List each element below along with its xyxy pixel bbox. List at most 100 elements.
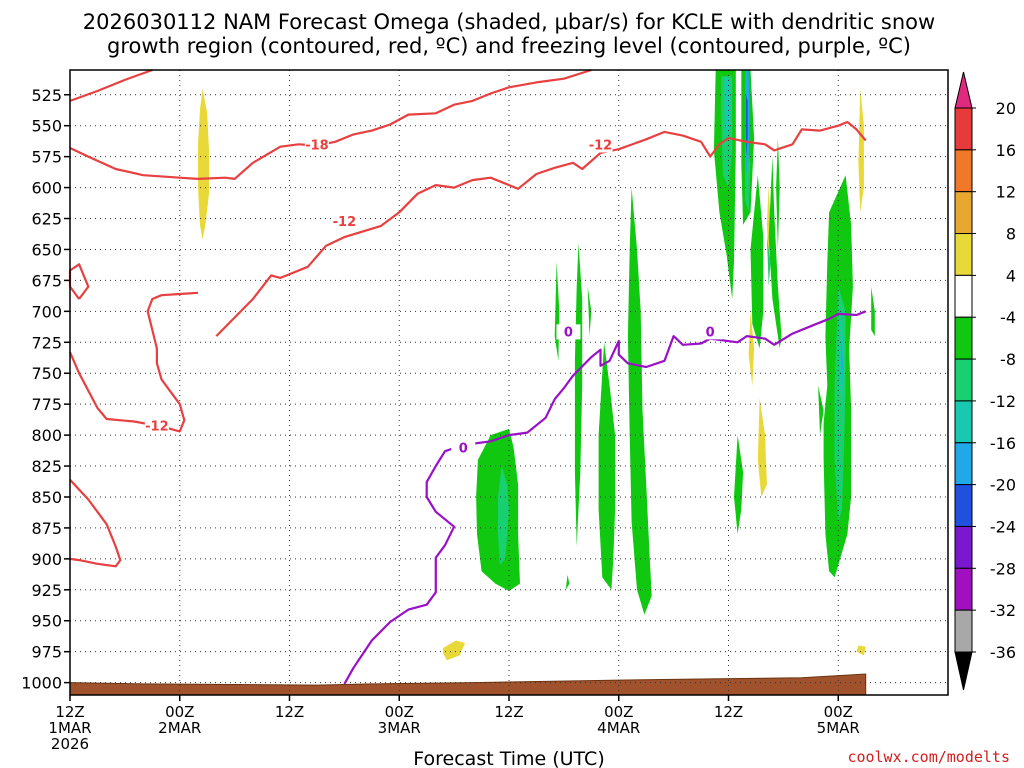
colorbar-label: -24 — [990, 517, 1016, 536]
y-tick-label: 850 — [31, 488, 62, 507]
credit-text: coolwx.com/modelts — [847, 748, 1010, 766]
dendritic-label-bg — [144, 418, 169, 434]
colorbar-label: 8 — [1006, 225, 1016, 244]
colorbar-bottom-arrow — [954, 651, 973, 691]
y-tick-label: 950 — [31, 612, 62, 631]
x-tick-label: 12Z — [55, 703, 84, 721]
omega-region — [565, 575, 570, 590]
dendritic-contour — [69, 68, 153, 102]
omega-shading — [198, 70, 875, 661]
omega-region — [818, 385, 824, 436]
omega-region — [768, 156, 782, 349]
freezing-label: 0 — [564, 325, 573, 340]
freezing-label-bg — [451, 440, 476, 456]
dendritic-label: -12 — [333, 215, 357, 230]
omega-region — [856, 645, 866, 656]
contours — [68, 68, 867, 685]
colorbar-swatch — [954, 316, 973, 360]
y-tick-label: 925 — [31, 581, 62, 600]
dendritic-label-bg — [588, 137, 613, 153]
omega-region — [748, 311, 755, 386]
colorbar-label: -28 — [990, 559, 1016, 578]
dendritic-contour — [215, 120, 867, 337]
x-tick-label: 00Z — [824, 703, 853, 721]
y-tick-label: 675 — [31, 271, 62, 290]
dendritic-contour — [68, 263, 90, 300]
omega-region — [198, 88, 209, 240]
y-tick-label: 750 — [31, 364, 62, 383]
y-tick-label: 650 — [31, 240, 62, 259]
dendritic-label: -18 — [305, 138, 329, 153]
y-tick-label: 875 — [31, 519, 62, 538]
freezing-label: 0 — [706, 325, 715, 340]
y-tick-label: 550 — [31, 117, 62, 136]
omega-region — [776, 138, 780, 250]
y-tick-label: 900 — [31, 550, 62, 569]
omega-region — [858, 88, 864, 213]
omega-region — [587, 286, 592, 337]
y-tick-label: 725 — [31, 333, 62, 352]
dendritic-label-bg — [304, 137, 329, 153]
y-tick-label: 575 — [31, 148, 62, 167]
omega-region — [598, 342, 616, 590]
omega-region — [750, 175, 764, 349]
omega-region — [766, 237, 771, 287]
x-tick-label: 12Z — [275, 703, 304, 721]
dendritic-contour — [68, 291, 199, 433]
y-tick-label: 525 — [31, 86, 62, 105]
colorbar-label: -20 — [990, 476, 1016, 495]
colorbar-swatch — [954, 525, 973, 569]
x-tick-label: 2026 — [51, 735, 89, 753]
omega-region — [871, 286, 875, 337]
contour-labels: -18 -12 -12 -12 0 0 0 — [144, 137, 723, 457]
omega-region — [757, 398, 767, 497]
dendritic-contour — [69, 478, 122, 568]
omega-region — [724, 76, 731, 139]
dendritic-label-bg — [332, 214, 357, 230]
colorbar-label: 12 — [996, 183, 1016, 202]
omega-region — [734, 435, 744, 535]
colorbar-label: -4 — [1000, 308, 1016, 327]
freezing-label-bg — [556, 324, 581, 340]
colorbar-label: -16 — [990, 434, 1016, 453]
x-tick-label: 12Z — [494, 703, 523, 721]
colorbar-label: 20 — [996, 99, 1016, 118]
colorbar-swatch — [954, 442, 973, 486]
colorbar: 20 16 12 8 4 -4 -8 -12 -16 -20 -24 -28 -32 -36 — [954, 71, 1016, 691]
dendritic-label: -12 — [589, 138, 613, 153]
colorbar-top-arrow — [954, 71, 973, 109]
colorbar-label: -12 — [990, 392, 1016, 411]
omega-region — [510, 521, 519, 584]
x-tick-label: 00Z — [604, 703, 633, 721]
colorbar-swatch — [954, 191, 973, 235]
omega-region — [574, 243, 583, 547]
chart-title-line2: growth region (contoured, red, ºC) and f… — [107, 34, 911, 58]
colorbar-swatch — [954, 358, 973, 402]
x-tick-label: 4MAR — [597, 719, 640, 737]
x-tick-label: 1MAR — [48, 719, 91, 737]
colorbar-swatch — [954, 567, 973, 611]
colorbar-label: 4 — [1006, 266, 1016, 285]
x-tick-label: 3MAR — [378, 719, 421, 737]
y-tick-label: 700 — [31, 302, 62, 321]
colorbar-swatch — [954, 107, 973, 151]
colorbar-swatch — [954, 149, 973, 193]
y-tick-label: 625 — [31, 210, 62, 229]
colorbar-swatch — [954, 274, 973, 318]
y-axis-ticks: 525 550 575 600 625 650 675 700 725 750 775 800 825 8… — [21, 86, 70, 693]
chart-title-line1: 2026030112 NAM Forecast Omega (shaded, μ… — [83, 10, 935, 34]
dendritic-contour — [69, 68, 592, 180]
y-tick-label: 775 — [31, 395, 62, 414]
y-tick-label: 975 — [31, 643, 62, 662]
colorbar-swatch — [954, 400, 973, 444]
dendritic-label: -12 — [145, 419, 169, 434]
colorbar-swatch — [954, 484, 973, 527]
ground-layer — [69, 673, 867, 696]
freezing-label: 0 — [459, 442, 468, 457]
x-axis-label: Forecast Time (UTC) — [413, 748, 604, 768]
colorbar-label: -8 — [1000, 350, 1016, 369]
y-tick-label: 600 — [31, 179, 62, 198]
colorbar-swatch — [954, 609, 973, 653]
